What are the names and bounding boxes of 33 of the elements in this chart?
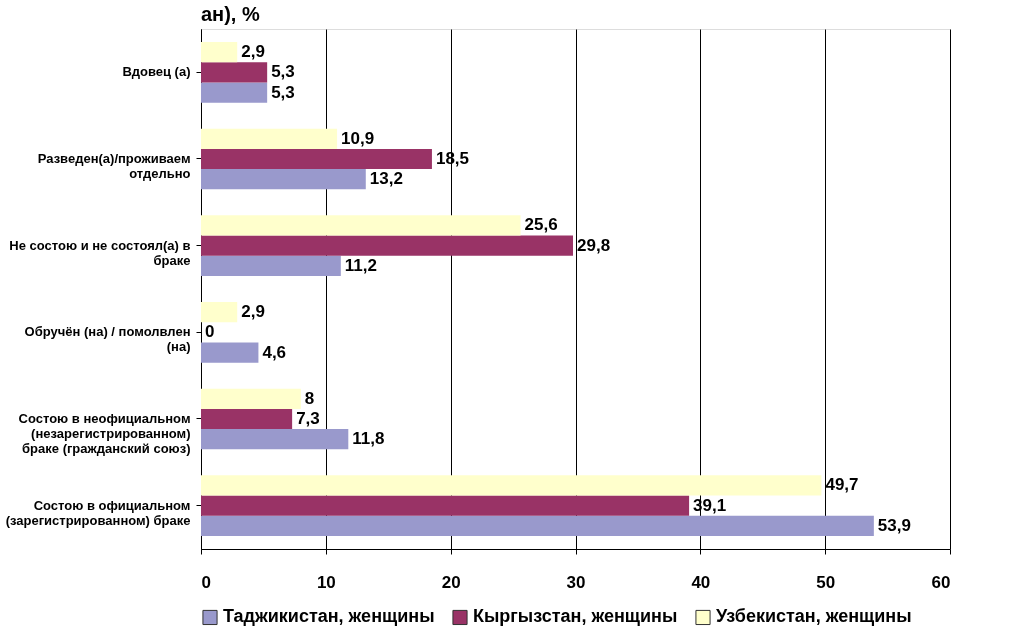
data-label: 7,3: [296, 409, 320, 428]
y-tick-label: Состою в официальном (зарегистрированном) браке: [5, 497, 191, 528]
data-label: 11,8: [352, 429, 385, 449]
data-label: 5,3: [271, 82, 295, 102]
x-tick-label: 30: [566, 572, 586, 592]
x-tick-label: 20: [441, 572, 461, 592]
data-label: 25,6: [524, 215, 558, 235]
y-tick-label: Вдовец (а): [122, 64, 191, 80]
data-label: 0: [205, 322, 215, 342]
data-label: 49,7: [825, 475, 859, 495]
data-label: 2,9: [241, 42, 265, 62]
data-label: 2,9: [241, 302, 265, 322]
x-tick-label: 60: [931, 572, 951, 592]
legend-label: Узбекистан, женщины: [716, 606, 912, 627]
legend-label: Таджикистан, женщины: [223, 606, 435, 627]
data-label: 11,2: [344, 255, 377, 275]
data-label: 13,2: [369, 169, 403, 189]
y-tick-label: Не состою и не состоял(а) в браке: [9, 237, 191, 268]
x-tick-label: 50: [816, 572, 836, 592]
data-label: 8: [304, 388, 315, 408]
data-label: 10,9: [341, 128, 375, 148]
x-tick-label: 0: [201, 572, 211, 592]
x-tick-label: 10: [316, 572, 336, 592]
data-label: 53,9: [877, 515, 911, 535]
data-label: 29,8: [577, 235, 611, 255]
legend-label: Кыргызстан, женщины: [473, 606, 678, 627]
y-tick-label: Состою в неофициальном (незарегистрированном) браке (гражданский союз): [18, 411, 191, 456]
y-tick-label: Разведен(а)/проживаем отдельно: [37, 151, 191, 181]
x-tick-label: 40: [691, 572, 711, 592]
data-label: 5,3: [271, 62, 295, 82]
chart-title: ан), %: [201, 3, 260, 25]
data-label: 4,6: [262, 342, 287, 362]
y-tick-label: Обручён (на) / помолвлен (на): [24, 324, 191, 355]
